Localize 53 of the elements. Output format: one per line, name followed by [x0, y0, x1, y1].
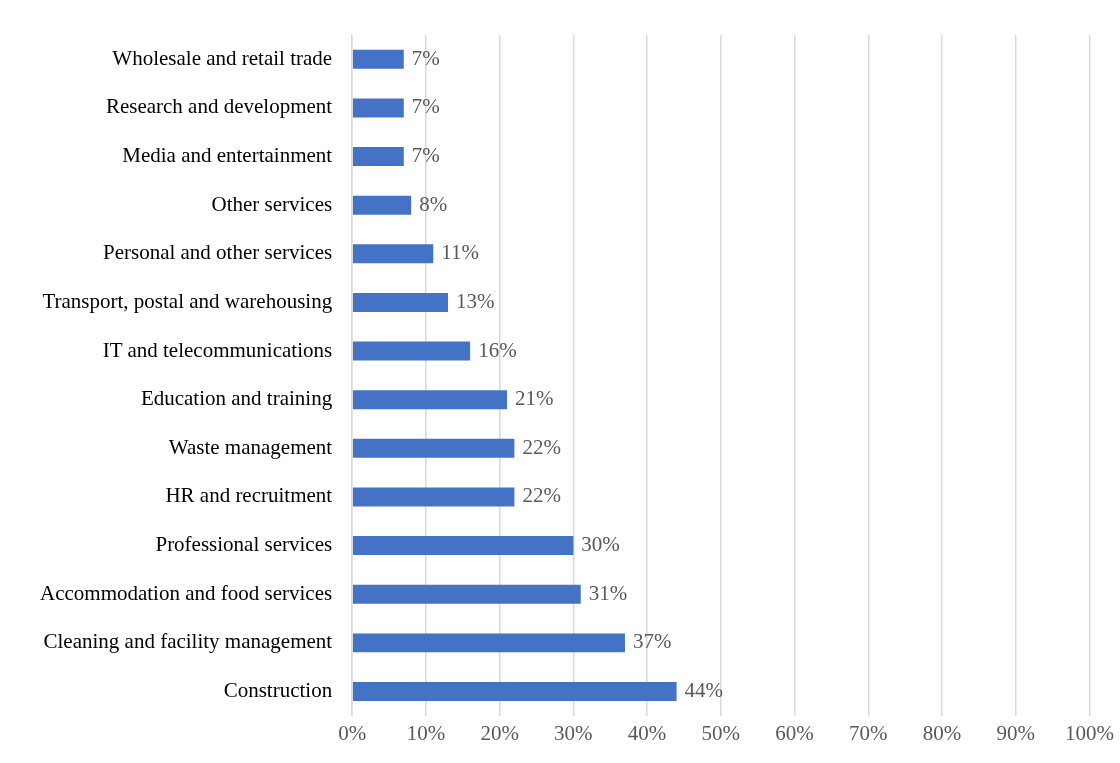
data-label: 7%	[411, 143, 440, 168]
y-tick-label: Waste management	[168, 434, 333, 459]
bar	[352, 341, 471, 361]
y-tick-label: Construction	[223, 678, 333, 702]
data-label: 37%	[632, 629, 672, 654]
bar	[352, 244, 434, 264]
data-label: 7%	[411, 45, 440, 70]
bar	[352, 438, 515, 458]
bar	[352, 487, 515, 507]
y-tick-label: HR and recruitment	[165, 483, 333, 508]
data-label: 16%	[478, 337, 517, 362]
y-tick-label: Professional services	[155, 532, 333, 557]
y-tick-label: Other services	[211, 191, 333, 216]
bar	[352, 536, 574, 556]
y-tick-label: Education and training	[140, 386, 333, 411]
bar	[352, 49, 404, 69]
bar	[352, 147, 404, 167]
y-tick-label: Personal and other services	[102, 240, 333, 265]
x-tick-label: 70%	[849, 720, 888, 745]
bar	[352, 390, 508, 410]
y-tick-label: Wholesale and retail trade	[112, 45, 333, 70]
data-label: 31%	[588, 580, 628, 605]
data-label: 8%	[419, 191, 448, 216]
y-tick-label: Accommodation and food services	[39, 580, 333, 605]
x-tick-label: 40%	[627, 720, 667, 745]
data-label: 22%	[522, 434, 561, 459]
bar	[352, 195, 412, 215]
data-label: 13%	[456, 288, 495, 313]
x-tick-label: 0%	[338, 720, 367, 745]
data-label: 7%	[411, 94, 440, 119]
x-tick-label: 90%	[996, 720, 1036, 745]
data-label: 11%	[441, 240, 479, 265]
x-tick-label: 80%	[922, 720, 962, 745]
data-label: 30%	[581, 532, 620, 557]
data-label: 21%	[515, 386, 554, 411]
bar	[352, 292, 449, 312]
bar	[352, 584, 581, 604]
x-tick-label: 100%	[1065, 720, 1114, 745]
bar	[352, 682, 677, 701]
y-tick-label: Cleaning and facility management	[43, 629, 333, 654]
x-tick-label: 60%	[775, 720, 814, 745]
bar	[352, 98, 404, 118]
x-tick-label: 30%	[554, 720, 593, 745]
data-label: 22%	[522, 483, 561, 508]
y-tick-label: Media and entertainment	[122, 143, 333, 168]
y-tick-label: Research and development	[105, 94, 333, 119]
x-tick-label: 50%	[701, 720, 741, 745]
data-label: 44%	[684, 678, 724, 702]
y-tick-label: IT and telecommunications	[102, 337, 333, 362]
x-tick-label: 20%	[480, 720, 519, 745]
x-tick-label: 10%	[406, 720, 446, 745]
y-tick-label: Transport, postal and warehousing	[42, 288, 333, 313]
bar	[352, 633, 625, 653]
